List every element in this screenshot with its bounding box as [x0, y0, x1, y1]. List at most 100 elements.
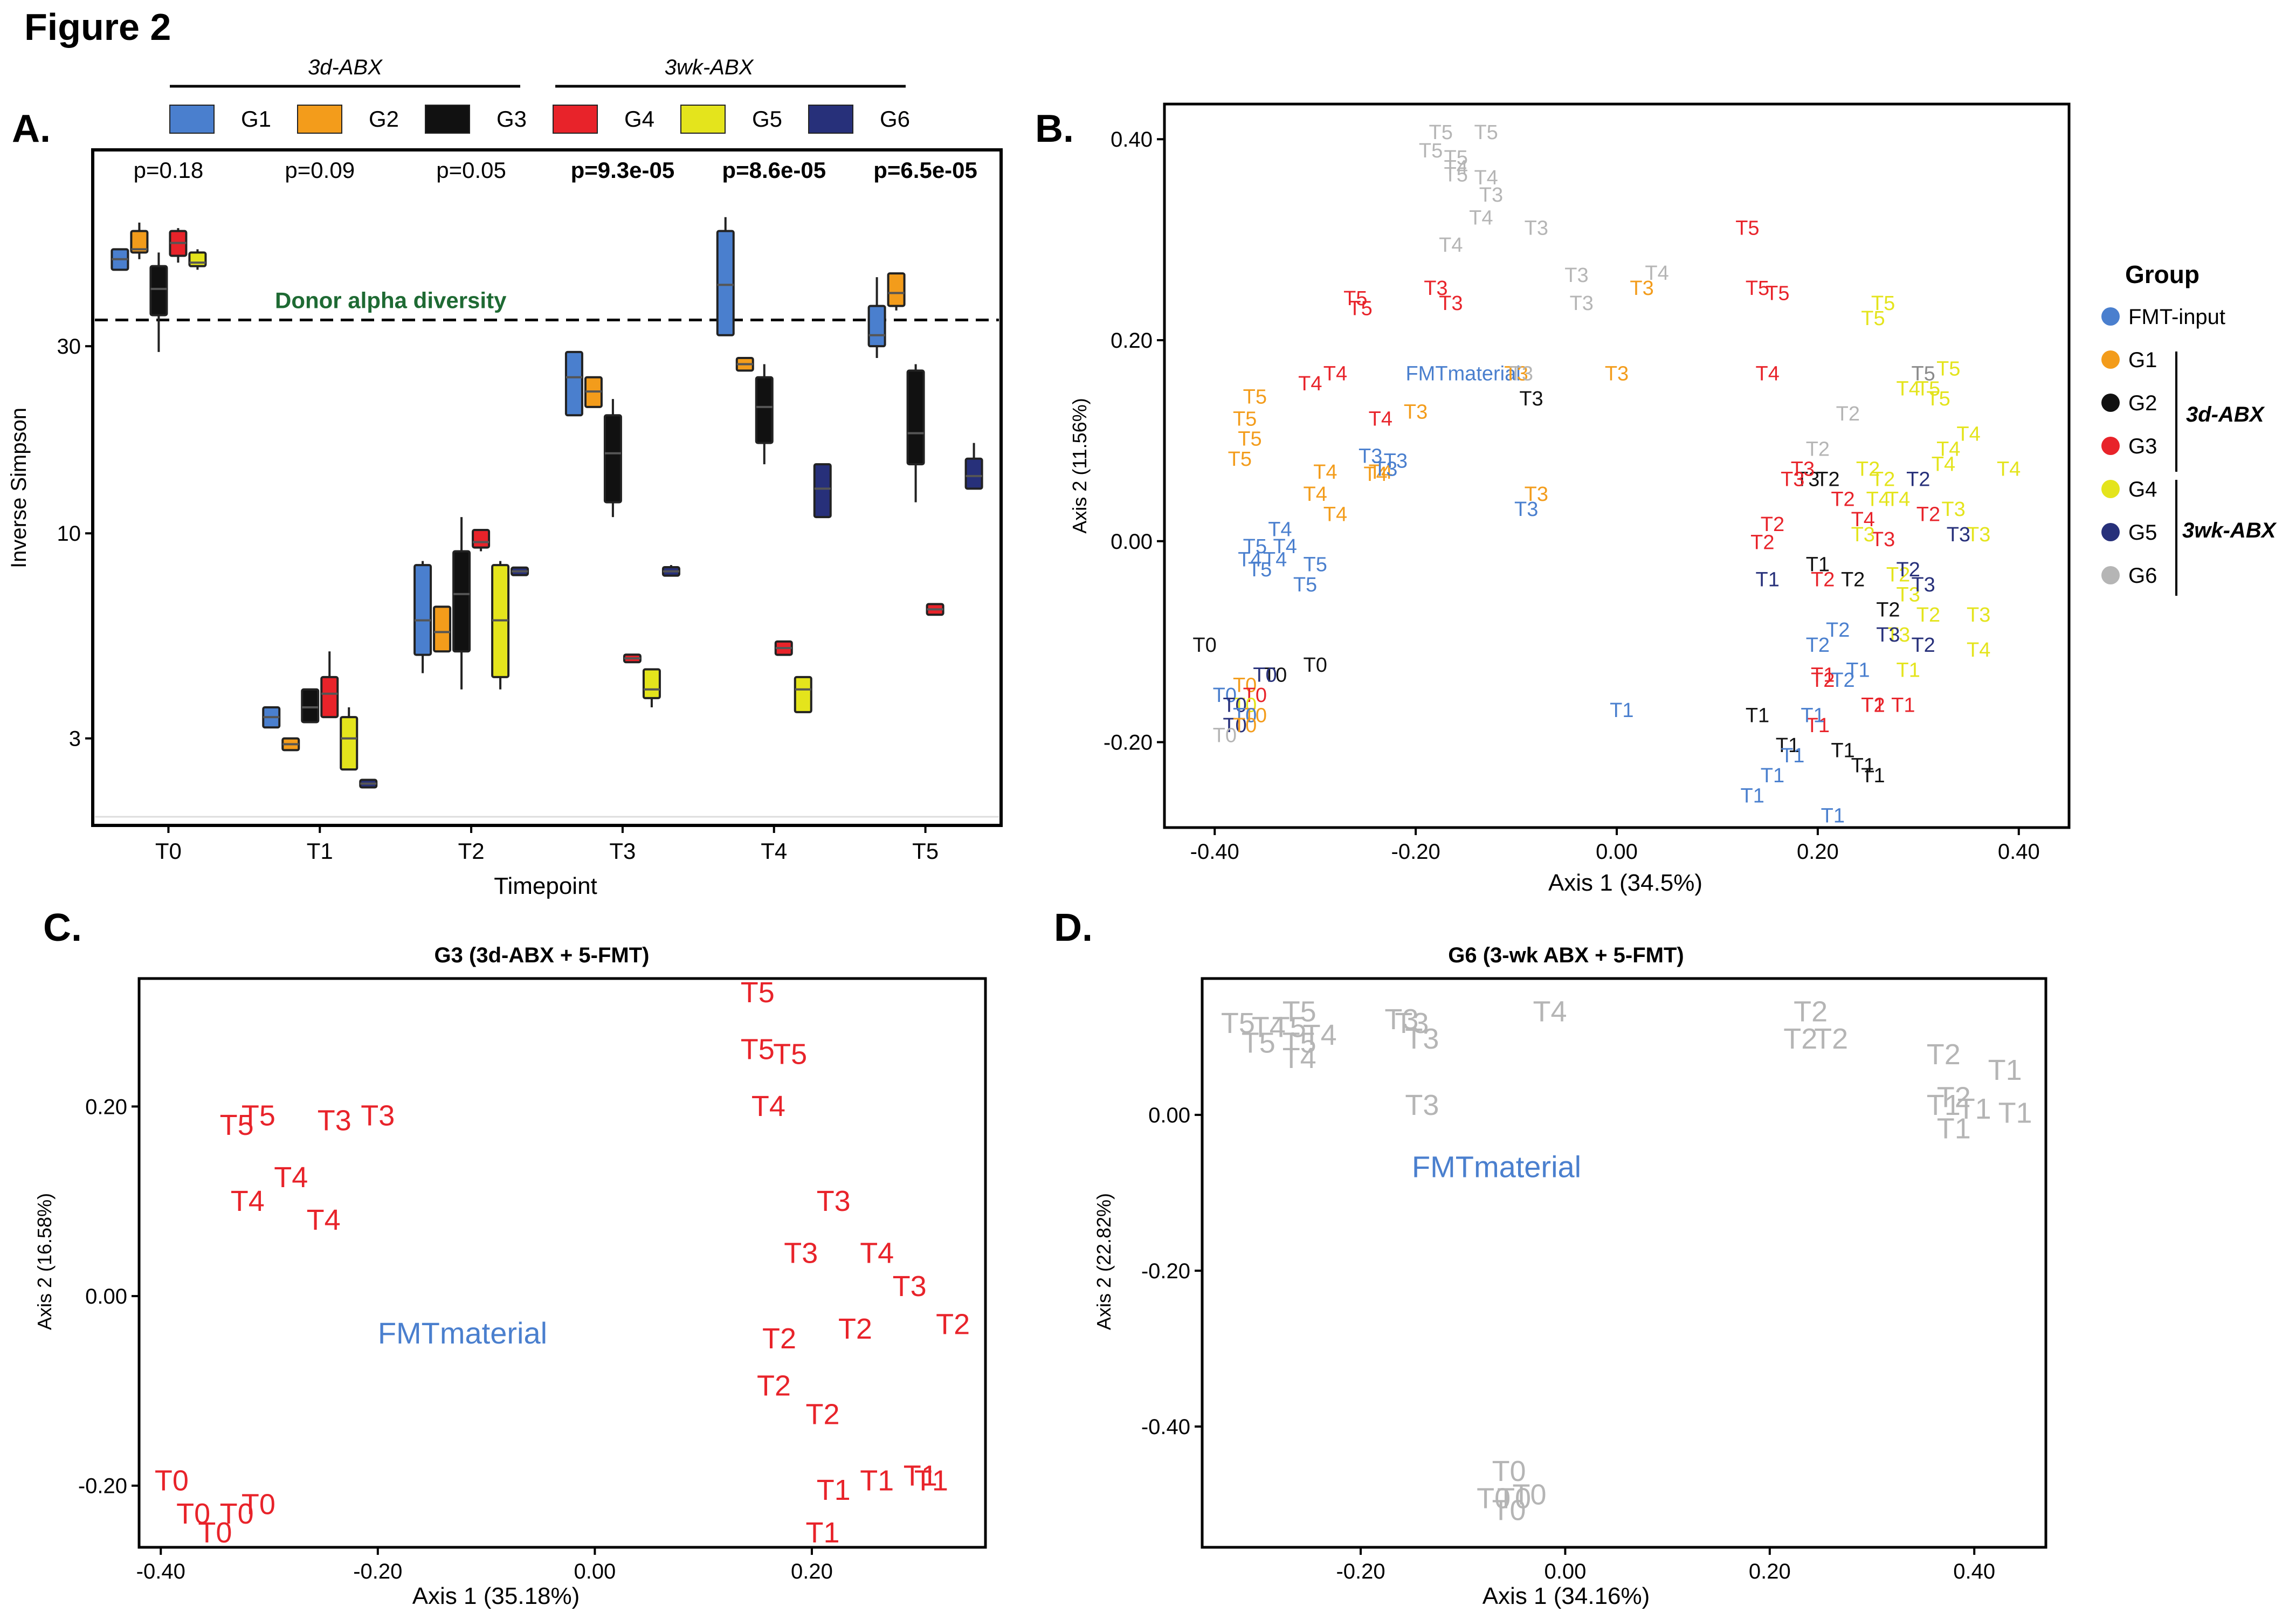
point-c-t3-6: T3: [318, 1104, 351, 1136]
point-b-t3-120: T3: [1911, 574, 1935, 596]
box-g5-t1: [340, 707, 358, 771]
point-b-t0-10: T0: [1233, 704, 1257, 727]
point-b-t5-40: T5: [1343, 287, 1367, 310]
point-b-t2-95: T2: [1750, 532, 1774, 554]
fmt-material-b: FMTmaterial: [1405, 363, 1520, 385]
point-c-t4-13: T4: [860, 1237, 894, 1270]
legend-swatch-g6: [808, 105, 853, 134]
box-g3-t5: [906, 364, 925, 502]
point-b-t3-42: T3: [1424, 277, 1447, 300]
box-g5-t2: [491, 561, 510, 690]
title-d: G6 (3-wk ABX + 5-FMT): [1448, 943, 1684, 967]
point-b-t2-79: T2: [1836, 403, 1860, 425]
legend-dot-g1: [2101, 350, 2120, 369]
point-b-t4-50: T4: [1755, 363, 1779, 385]
point-d-t4-2: T4: [1252, 1011, 1286, 1043]
point-b-t5-14: T5: [1243, 385, 1267, 408]
fmt-material-c: FMTmaterial: [378, 1316, 547, 1350]
box-g2-t1: [281, 737, 300, 752]
xtick-c-0.00: 0.00: [574, 1560, 616, 1583]
plot-frame-c: [137, 977, 987, 1549]
point-b-t3-125: T3: [1947, 523, 1970, 546]
point-b-t2-119: T2: [1897, 559, 1920, 581]
box-g6-t2: [511, 566, 529, 576]
point-c-t5-2: T5: [773, 1038, 807, 1070]
point-d-t2-17: T2: [1937, 1081, 1971, 1113]
point-d-t0-25: T0: [1497, 1483, 1531, 1515]
point-b-t4-18: T4: [1313, 461, 1337, 484]
point-b-t4-116: T4: [1886, 488, 1910, 511]
point-b-t4-75: T4: [1932, 453, 1955, 476]
point-b-t2-107: T2: [1871, 468, 1895, 491]
point-b-t1-103: T1: [1891, 694, 1915, 717]
point-b-t3-27: T3: [1630, 277, 1653, 300]
legend-label-b-g6: G6: [2128, 564, 2157, 588]
point-b-t5-71: T5: [1916, 378, 1940, 401]
legend-dot-g2: [2101, 394, 2120, 412]
point-d-t5-1: T5: [1283, 995, 1316, 1028]
ytick-b-0.00: 0.00: [1111, 530, 1153, 554]
panel-letter-d: D.: [1054, 906, 1093, 949]
legend-dot-fmt-input: [2101, 307, 2120, 326]
point-b-t5-53: T5: [1444, 147, 1468, 169]
point-d-t0-26: T0: [1513, 1479, 1547, 1511]
point-b-t4-70: T4: [1897, 378, 1920, 401]
pvalue-t2: p=0.05: [436, 157, 506, 183]
box-g6-t1: [359, 779, 378, 789]
point-b-t2-106: T2: [1856, 458, 1880, 481]
point-b-t2-89: T2: [1841, 569, 1865, 591]
point-b-t2-93: T2: [1831, 488, 1854, 511]
point-b-t3-62: T3: [1564, 264, 1588, 287]
box-g1-t2: [413, 561, 432, 673]
box-g4-t2: [472, 528, 491, 552]
ylabel-c: Axis 2 (16.58%): [33, 1193, 56, 1330]
legend-b: FMT-input G1 G2 G3 G4 G5 G6: [2101, 305, 2225, 588]
point-b-t2-97: T2: [1916, 504, 1940, 526]
point-b-t4-29: T4: [1273, 535, 1297, 558]
pvalue-t4: p=8.6e-05: [722, 157, 826, 183]
point-b-t4-59: T4: [1469, 207, 1493, 230]
point-c-t2-16: T2: [838, 1313, 872, 1345]
point-b-t3-26: T3: [1605, 363, 1629, 385]
legend-swatch-g5: [680, 105, 726, 134]
point-b-t5-56: T5: [1444, 164, 1468, 187]
xtick-d-0.20: 0.20: [1749, 1560, 1791, 1583]
point-b-t1-130: T1: [1781, 745, 1804, 767]
point-d-t5-3: T5: [1272, 1011, 1306, 1043]
box-g3-t1: [301, 688, 320, 724]
point-d-t0-23: T0: [1492, 1455, 1526, 1487]
point-b-t5-35: T5: [1293, 574, 1317, 596]
point-b-t5-48: T5: [1746, 277, 1769, 300]
box-g3-t4: [755, 364, 774, 465]
point-b-t3-115: T3: [1941, 498, 1965, 521]
ytick-b--0.20: -0.20: [1104, 731, 1153, 755]
point-b-t2-90: T2: [1876, 599, 1900, 622]
point-b-t4-28: T4: [1268, 518, 1292, 541]
point-b-t4-45: T4: [1298, 373, 1322, 395]
box-g4-t4: [774, 640, 793, 656]
point-b-t1-131: T1: [1821, 805, 1845, 828]
xtick-b-0.20: 0.20: [1797, 840, 1839, 864]
xtick-a-t5: T5: [912, 838, 939, 864]
plot-frame-a: [91, 148, 1003, 827]
box-g1-t1: [262, 706, 281, 729]
panel-letter-a: A.: [12, 107, 51, 150]
point-b-t4-74: T4: [1936, 438, 1960, 460]
box-g5-t0: [188, 249, 207, 270]
panel-a: 3d-ABX 3wk-ABX G1 G2 G3 G4 G5 G6 p=0.18 p=0.09…: [7, 56, 1003, 899]
legend-label-b-g2: G2: [2128, 391, 2157, 415]
point-d-t4-4: T4: [1303, 1019, 1337, 1051]
point-c-t3-14: T3: [893, 1270, 927, 1303]
xtick-b--0.40: -0.40: [1190, 840, 1239, 864]
xlabel-c: Axis 1 (35.18%): [412, 1583, 580, 1609]
point-b-t1-122: T1: [1755, 569, 1779, 591]
ytick-d-0.00: 0.00: [1148, 1104, 1190, 1127]
point-b-t3-123: T3: [1876, 624, 1900, 646]
point-c-t4-3: T4: [751, 1090, 785, 1122]
legend-header-left: 3d-ABX: [308, 56, 383, 79]
point-b-t0-13: T0: [1213, 725, 1237, 747]
point-b-t5-51: T5: [1429, 121, 1453, 144]
point-c-t2-15: T2: [762, 1322, 796, 1355]
xtick-c--0.40: -0.40: [136, 1560, 185, 1583]
